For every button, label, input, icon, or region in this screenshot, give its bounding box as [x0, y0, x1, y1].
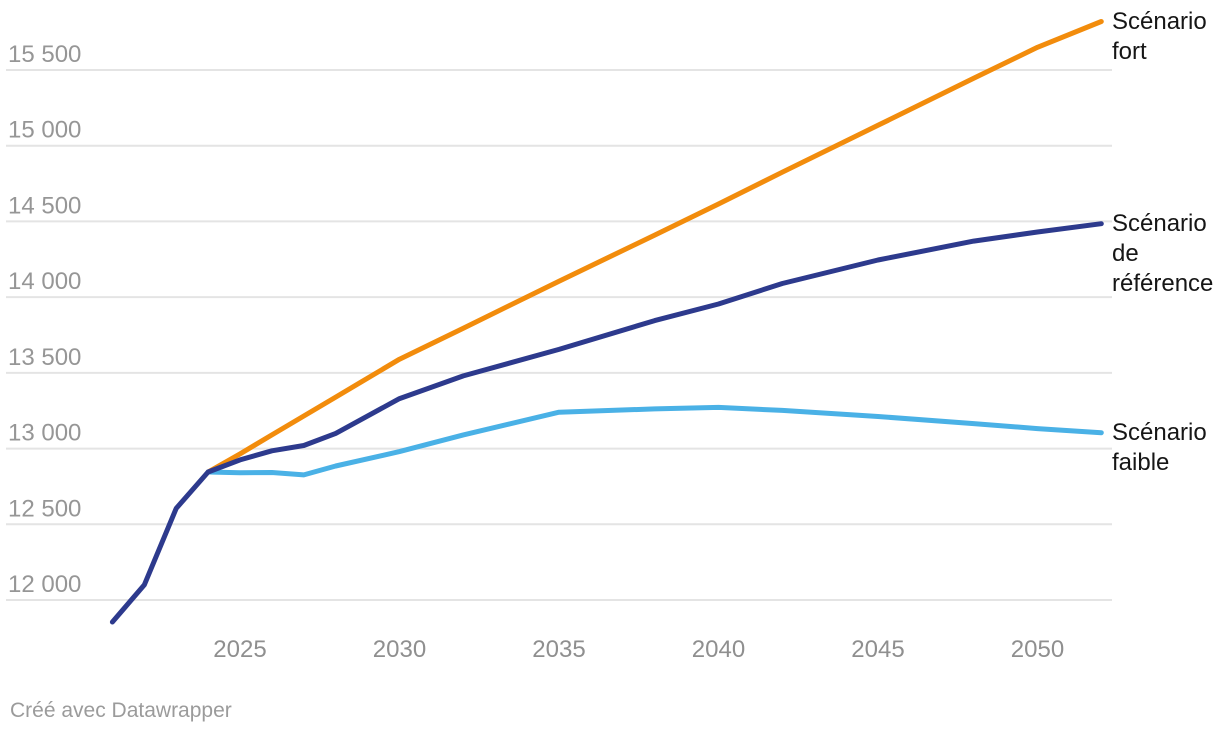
- series-line-scenario-reference[interactable]: [109, 221, 1104, 625]
- x-axis-tick-label: 2040: [692, 636, 745, 663]
- y-axis-tick-label: 15 500: [8, 41, 81, 68]
- y-axis-tick-label: 14 500: [8, 192, 81, 219]
- x-axis-tick-label: 2050: [1011, 636, 1064, 663]
- y-axis-tick-label: 15 000: [8, 117, 81, 144]
- y-axis-tick-label: 14 000: [8, 268, 81, 295]
- plot-area: 12 000 12 500 13 000 13 500 14 000 14 500 15 0…: [6, 19, 1112, 663]
- x-axis-tick-label: 2045: [851, 636, 904, 663]
- x-axis-tick-label: 2030: [373, 636, 426, 663]
- series-label-scenario-fort: Scénario fort: [1112, 7, 1207, 65]
- series-line-scenario-faible[interactable]: [205, 404, 1104, 478]
- series-label-scenario-reference: Scénario de référence: [1112, 209, 1214, 297]
- x-axis-tick-label: 2025: [213, 636, 266, 663]
- y-axis-tick-label: 13 000: [8, 420, 81, 447]
- y-axis-tick-label: 13 500: [8, 344, 81, 371]
- series-line-scenario-fort[interactable]: [205, 19, 1104, 475]
- y-axis-tick-label: 12 000: [8, 571, 81, 598]
- datawrapper-attribution-link[interactable]: Créé avec Datawrapper: [10, 699, 232, 722]
- y-axis-tick-label: 12 500: [8, 495, 81, 522]
- series-label-scenario-faible: Scénario faible: [1112, 418, 1207, 476]
- x-axis-tick-label: 2035: [532, 636, 585, 663]
